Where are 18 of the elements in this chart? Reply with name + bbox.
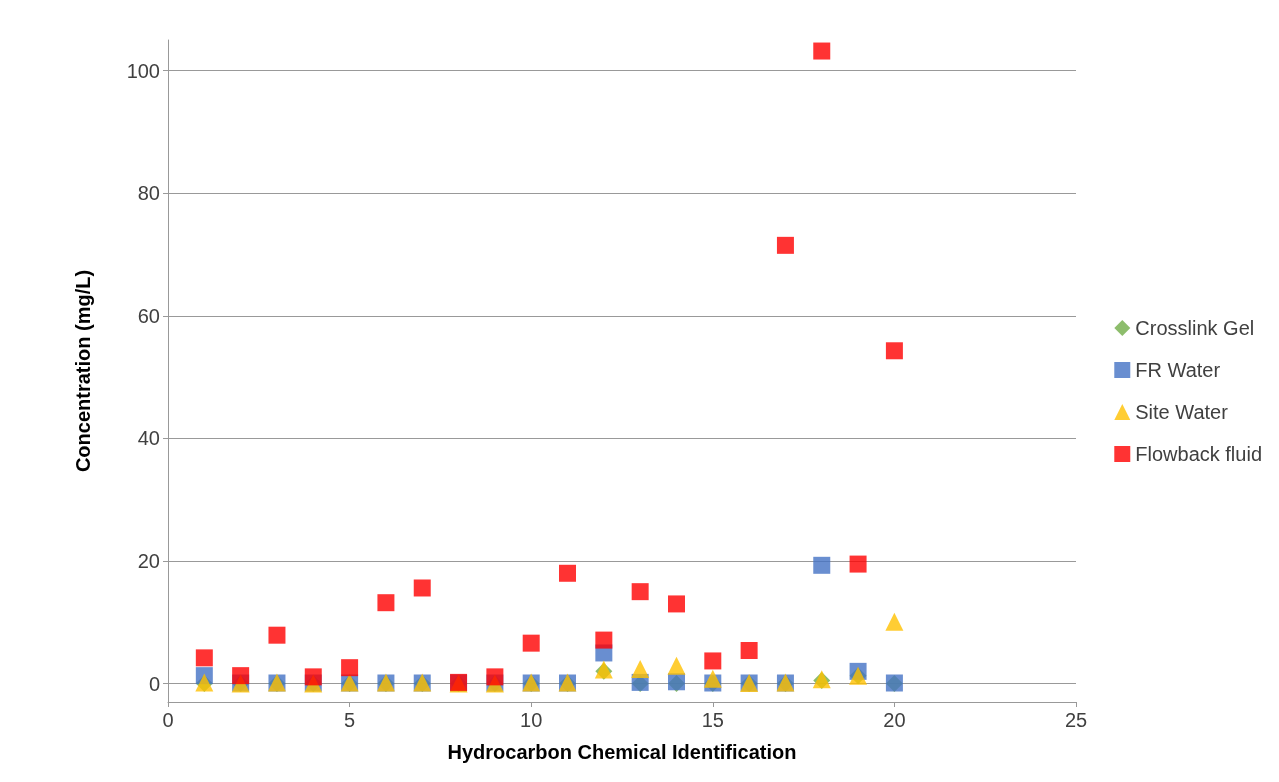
x-axis-title: Hydrocarbon Chemical Identification <box>447 741 797 763</box>
x-tick-label: 15 <box>701 709 724 731</box>
y-tick-label: 100 <box>126 59 160 82</box>
legend-label: Flowback fluid <box>1135 443 1262 465</box>
x-tick-label: 25 <box>1064 709 1088 731</box>
y-tick-label: 80 <box>137 182 160 205</box>
x-tick-label: 20 <box>883 709 906 731</box>
x-tick-label: 10 <box>520 709 543 731</box>
legend-label: FR Water <box>1135 359 1221 381</box>
y-tick-label: 20 <box>137 550 160 573</box>
y-axis-title: Concentration (mg/L) <box>72 269 94 473</box>
x-tick-label: 0 <box>162 709 174 731</box>
legend-label: Site Water <box>1135 401 1229 423</box>
y-tick-label: 0 <box>148 672 160 695</box>
y-tick-label: 60 <box>137 304 160 327</box>
legend-label: Crosslink Gel <box>1135 317 1255 339</box>
y-tick-label: 40 <box>137 427 160 450</box>
x-tick-label: 5 <box>344 709 356 731</box>
